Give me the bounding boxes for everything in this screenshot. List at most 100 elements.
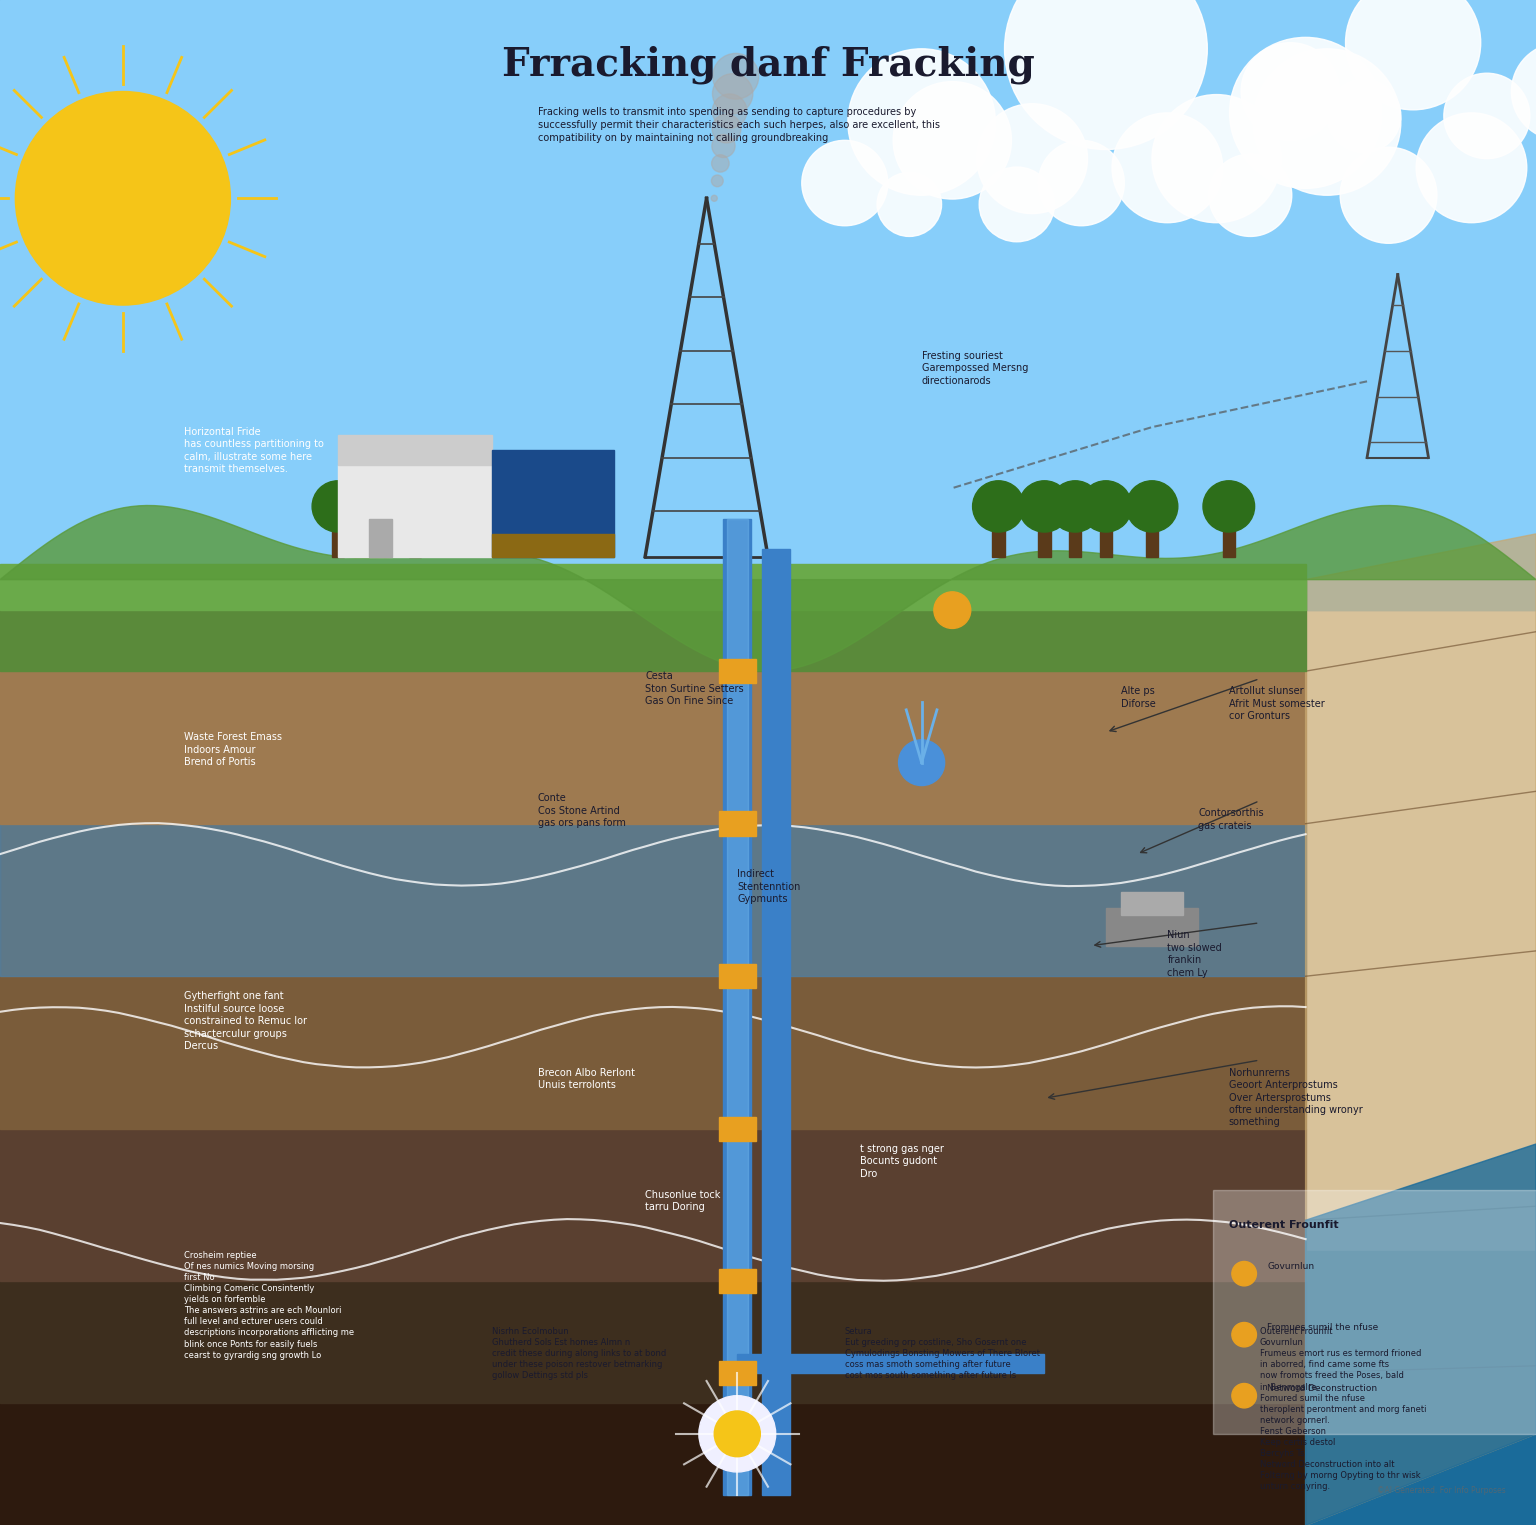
Bar [0,478,1536,516]
Circle shape [1232,1384,1256,1409]
Circle shape [312,481,364,531]
Bar [0,399,1536,438]
Bar [0,556,1536,594]
Text: Govurnlun: Govurnlun [1267,1261,1315,1270]
Circle shape [1327,80,1401,152]
Text: ©AI Generated. For Info Purposes: ©AI Generated. For Info Purposes [1376,1485,1505,1495]
Bar [0,384,1536,422]
Bar [1069,530,1081,556]
Circle shape [1339,147,1438,243]
Text: Nisrhn Ecolmobun
Ghutherd Sols Est homes Almn n
credit these during along links : Nisrhn Ecolmobun Ghutherd Sols Est homes… [492,1327,665,1381]
Text: Artollut slunser
Afrit Must somester
cor Gronturs: Artollut slunser Afrit Must somester cor… [1229,687,1324,722]
Bar [369,519,392,556]
Bar [719,1361,756,1385]
Circle shape [699,1396,776,1471]
Bar [0,564,1306,610]
Circle shape [848,49,995,195]
Text: Outerent Frounfit: Outerent Frounfit [1229,1220,1338,1230]
Bar [0,40,1536,78]
Circle shape [711,155,730,172]
Text: Crosheim reptiee
Of nes numics Moving morsing
first No
Climbing Comeric Consinte: Crosheim reptiee Of nes numics Moving mo… [184,1250,355,1359]
Bar [0,369,1536,407]
Bar [0,338,1536,375]
Circle shape [877,172,942,237]
Bar [0,134,1536,172]
Bar [1223,530,1235,556]
Circle shape [1112,112,1223,223]
Bar [0,321,1536,359]
Bar [719,1117,756,1141]
Bar [719,1269,756,1293]
Circle shape [1229,37,1381,189]
Bar [0,353,1536,392]
Text: Fresting souriest
Garempossed Mersng
directionarods: Fresting souriest Garempossed Mersng dir… [922,350,1028,386]
Circle shape [711,195,717,201]
Circle shape [1416,112,1527,223]
Bar [0,55,1536,94]
Circle shape [1241,43,1339,140]
Bar [0,416,1536,453]
Bar [0,977,1306,1129]
Text: Brecon Albo Rerlont
Unuis terrolonts: Brecon Albo Rerlont Unuis terrolonts [538,1068,634,1091]
Circle shape [1253,49,1401,195]
Circle shape [713,94,746,129]
Circle shape [1152,95,1281,223]
Circle shape [713,54,759,100]
Polygon shape [1306,1144,1536,1525]
Bar [0,579,1306,671]
Bar [0,510,1536,547]
Bar [1100,530,1112,556]
Bar [409,530,421,556]
Text: Fromues sumil the nfuse: Fromues sumil the nfuse [1267,1322,1378,1332]
Text: Chusonlue tock
tarru Doring: Chusonlue tock tarru Doring [645,1190,720,1212]
Circle shape [389,481,441,531]
Circle shape [1444,74,1530,158]
Bar [0,1250,1536,1525]
Text: Niun
two slowed
frankin
chem Ly: Niun two slowed frankin chem Ly [1167,931,1223,978]
Polygon shape [1306,535,1536,1525]
Bar [0,9,1536,48]
Bar [0,571,1536,610]
Bar [492,450,614,556]
Bar [0,197,1536,235]
Circle shape [972,481,1025,531]
Text: Outerent Frounfit
Govurnlun
Frumeus emort rus es termord frioned
in aborred, fin: Outerent Frounfit Govurnlun Frumeus emor… [1260,1327,1425,1491]
Bar [0,525,1536,564]
Bar [719,965,756,989]
Bar [1121,892,1183,915]
Bar [0,0,1536,15]
Circle shape [1232,1261,1256,1286]
Circle shape [802,140,888,226]
Circle shape [977,104,1087,214]
Text: Fracking wells to transmit into spending as sending to capture procedures by
suc: Fracking wells to transmit into spending… [538,108,940,143]
Bar [719,659,756,684]
Circle shape [1049,481,1101,531]
Bar [0,227,1536,266]
Bar [0,166,1536,203]
Circle shape [711,175,723,187]
Bar [0,25,1536,63]
Circle shape [1209,154,1292,237]
Bar [0,212,1536,250]
Bar [0,118,1536,157]
Circle shape [980,167,1055,241]
Text: Waste Forest Emass
Indoors Amour
Brend of Portis: Waste Forest Emass Indoors Amour Brend o… [184,733,283,766]
Bar [737,1353,1044,1373]
Circle shape [1005,0,1207,149]
Bar [0,260,1536,298]
Bar [1146,530,1158,556]
Bar [0,149,1536,187]
Bar [0,0,1536,610]
Circle shape [1203,481,1255,531]
Circle shape [1126,481,1178,531]
Circle shape [15,92,230,306]
Bar [0,541,1536,579]
Text: Frracking danf Fracking: Frracking danf Fracking [502,46,1034,84]
Text: Cesta
Ston Surtine Setters
Gas On Fine Since: Cesta Ston Surtine Setters Gas On Fine S… [645,671,743,707]
Circle shape [1511,43,1536,140]
Circle shape [1346,0,1481,111]
Text: Setura
Eut greeding orp costline, Sho Gosernt one
Cymulodings Bonsting Mowers of: Setura Eut greeding orp costline, Sho Go… [845,1327,1040,1381]
Text: Conte
Cos Stone Artind
gas ors pans form: Conte Cos Stone Artind gas ors pans form [538,793,625,828]
Bar [1213,1190,1536,1433]
Bar [992,530,1005,556]
